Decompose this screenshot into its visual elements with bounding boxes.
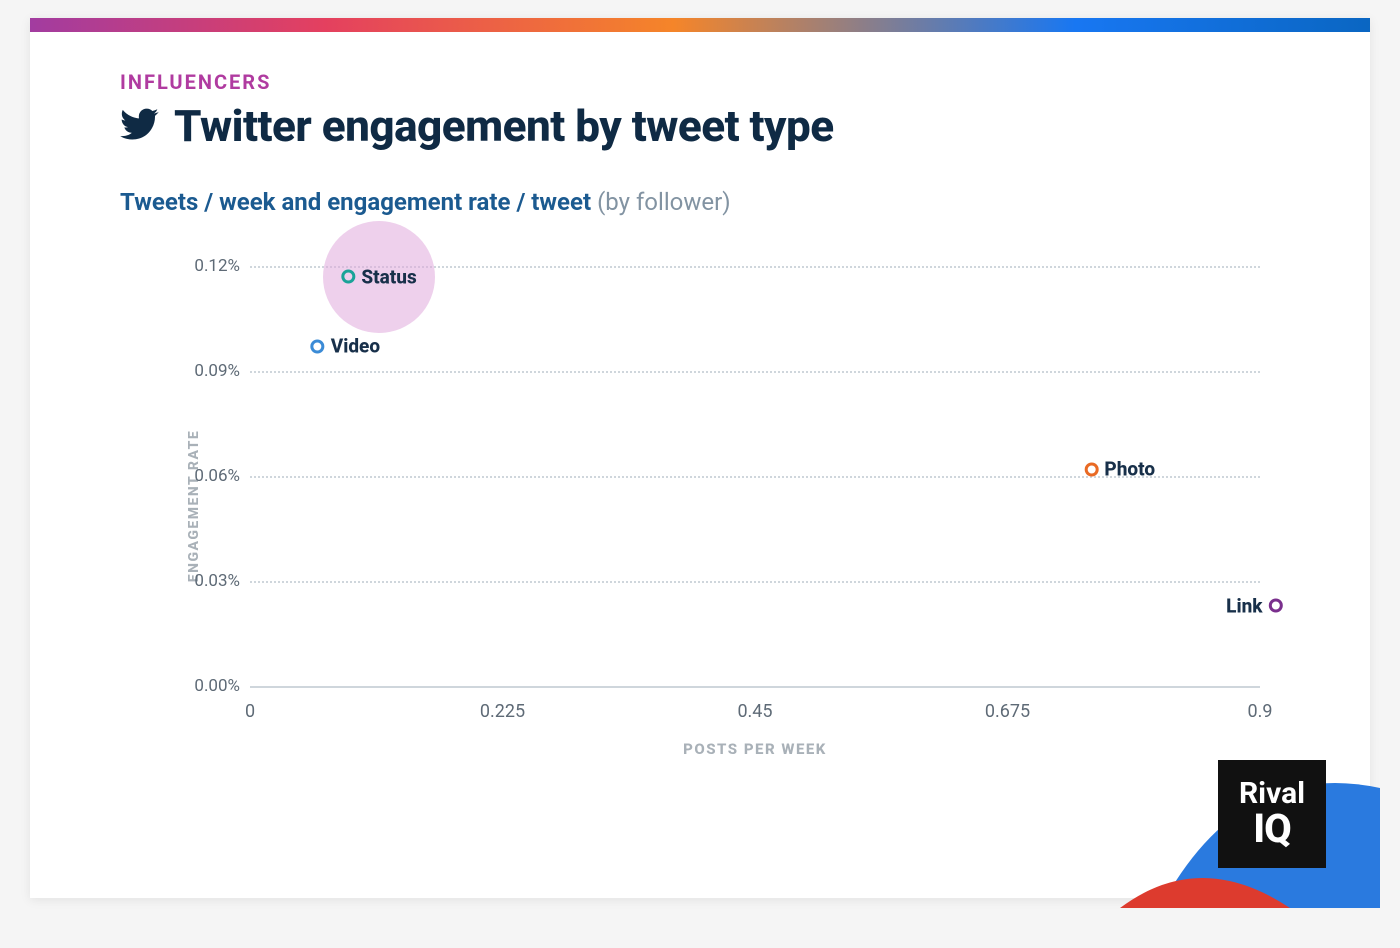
x-tick-label: 0.45 [737, 701, 772, 722]
x-tick-label: 0.225 [480, 701, 525, 722]
brand-line2: IQ [1253, 809, 1291, 849]
x-tick-label: 0.675 [985, 701, 1030, 722]
top-gradient-bar [30, 18, 1370, 32]
chart-title: Twitter engagement by tweet type [174, 100, 834, 152]
eyebrow-label: INFLUENCERS [120, 70, 1290, 94]
point-marker [311, 339, 325, 353]
data-point: Link [1226, 594, 1282, 617]
y-tick-label: 0.09% [170, 361, 240, 381]
y-tick-label: 0.03% [170, 571, 240, 591]
data-point: Video [311, 335, 380, 358]
y-tick-label: 0.12% [170, 256, 240, 276]
gridline [250, 581, 1260, 583]
x-axis-title: POSTS PER WEEK [683, 740, 827, 758]
chart-subtitle: Tweets / week and engagement rate / twee… [120, 188, 1290, 216]
x-tick-label: 0 [245, 701, 255, 722]
chart-card: INFLUENCERS Twitter engagement by tweet … [30, 18, 1370, 898]
point-label: Status [361, 265, 416, 288]
plot-region: POSTS PER WEEK 0.00%0.03%0.06%0.09%0.12%… [250, 266, 1260, 686]
point-marker [1084, 462, 1098, 476]
x-tick-label: 0.9 [1248, 701, 1273, 722]
point-label: Link [1226, 594, 1262, 617]
brand-logo: Rival IQ [1218, 760, 1326, 868]
gridline [250, 371, 1260, 373]
chart-area: ENGAGEMENT RATE POSTS PER WEEK 0.00%0.03… [140, 266, 1290, 746]
y-axis-title: ENGAGEMENT RATE [186, 430, 202, 582]
y-tick-label: 0.06% [170, 466, 240, 486]
point-marker [341, 270, 355, 284]
data-point: Status [341, 265, 416, 288]
point-label: Video [331, 335, 380, 358]
title-row: Twitter engagement by tweet type [120, 100, 1290, 152]
subtitle-bold: Tweets / week and engagement rate / twee… [120, 188, 591, 216]
point-marker [1269, 599, 1283, 613]
subtitle-light: (by follower) [597, 188, 731, 216]
gridline [250, 686, 1260, 688]
y-tick-label: 0.00% [170, 676, 240, 696]
data-point: Photo [1084, 458, 1155, 481]
twitter-icon [120, 104, 160, 148]
content-area: INFLUENCERS Twitter engagement by tweet … [30, 32, 1370, 746]
point-label: Photo [1104, 458, 1155, 481]
